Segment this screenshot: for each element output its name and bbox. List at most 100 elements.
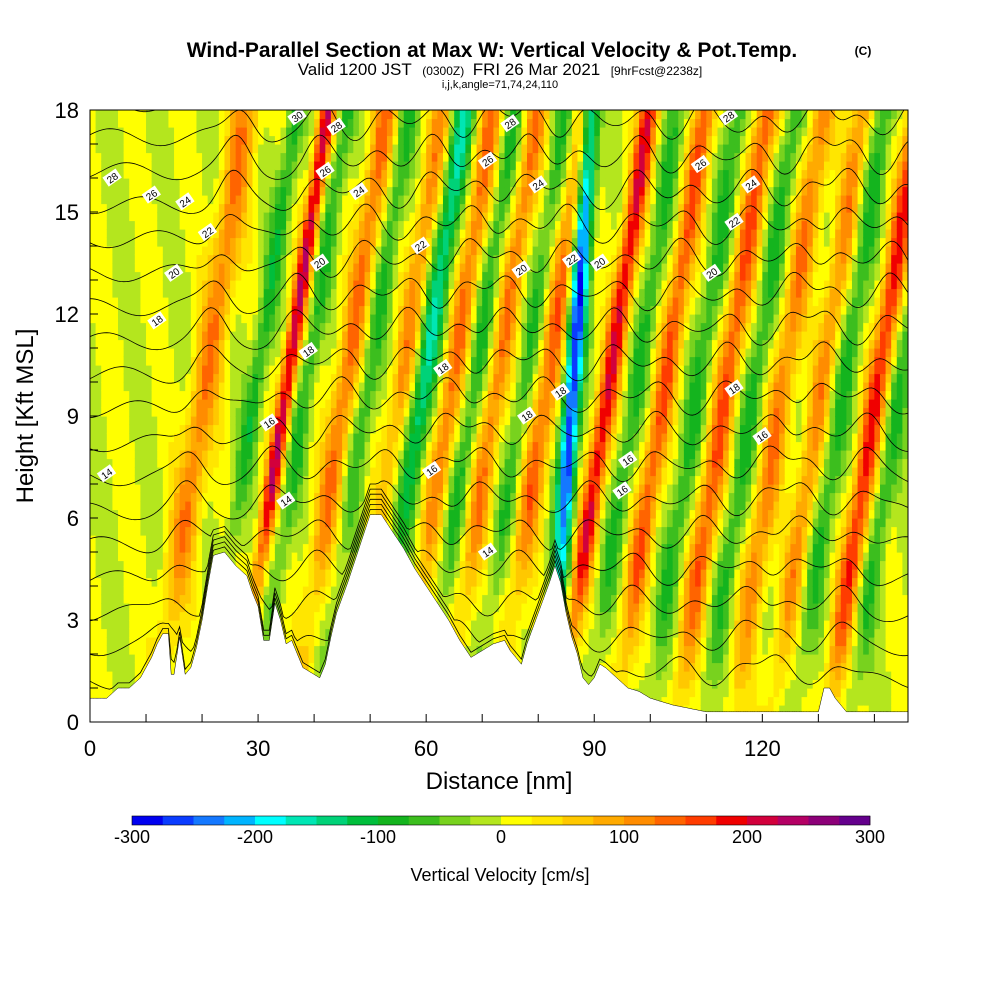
velocity-cell [235, 110, 242, 120]
velocity-cell [431, 518, 438, 528]
velocity-cell [140, 297, 147, 307]
velocity-cell [314, 305, 321, 315]
velocity-cell [129, 203, 136, 213]
velocity-cell [157, 220, 164, 230]
velocity-cell [112, 237, 119, 247]
velocity-cell [347, 229, 354, 239]
velocity-cell [342, 365, 349, 375]
velocity-cell [465, 458, 472, 468]
velocity-cell [364, 127, 371, 137]
velocity-cell [90, 195, 97, 205]
velocity-cell [386, 390, 394, 400]
velocity-cell [347, 118, 354, 128]
velocity-cell [409, 526, 416, 536]
velocity-cell [230, 288, 237, 298]
velocity-cell [202, 254, 209, 264]
velocity-cell [280, 161, 287, 171]
velocity-cell [213, 110, 220, 120]
velocity-cell [129, 603, 136, 613]
velocity-cell [330, 339, 338, 349]
velocity-cell [358, 203, 366, 213]
velocity-cell [274, 552, 282, 562]
velocity-cell [112, 492, 119, 502]
velocity-cell [381, 237, 388, 247]
velocity-cell [118, 526, 125, 536]
velocity-cell [129, 339, 136, 349]
velocity-cell [106, 501, 114, 511]
velocity-cell [196, 458, 203, 468]
velocity-cell [106, 288, 114, 298]
velocity-cell [112, 645, 119, 655]
velocity-cell [196, 322, 203, 332]
velocity-cell [224, 118, 231, 128]
velocity-cell [403, 501, 410, 511]
velocity-cell [336, 144, 343, 154]
velocity-cell [246, 433, 254, 443]
velocity-cell [162, 220, 170, 230]
velocity-cell [420, 373, 427, 383]
velocity-cell [426, 280, 433, 290]
velocity-cell [403, 297, 410, 307]
velocity-cell [252, 331, 259, 341]
velocity-cell [95, 356, 102, 366]
velocity-cell [470, 611, 478, 621]
velocity-cell [336, 314, 343, 324]
velocity-cell [342, 297, 349, 307]
velocity-cell [101, 662, 108, 672]
velocity-cell [370, 390, 377, 400]
velocity-cell [224, 212, 231, 222]
velocity-cell [134, 603, 142, 613]
velocity-cell [336, 577, 343, 587]
velocity-cell [392, 254, 399, 264]
velocity-cell [202, 127, 209, 137]
velocity-cell [213, 135, 220, 145]
velocity-cell [291, 212, 298, 222]
velocity-cell [398, 186, 405, 196]
velocity-cell [454, 220, 461, 230]
velocity-cell [174, 331, 181, 341]
velocity-cell [330, 237, 338, 247]
velocity-cell [134, 118, 142, 128]
velocity-cell [420, 339, 427, 349]
velocity-cell [370, 322, 377, 332]
velocity-cell [297, 637, 304, 647]
velocity-cell [90, 620, 97, 630]
velocity-cell [291, 246, 298, 256]
velocity-cell [157, 348, 164, 358]
velocity-cell [123, 501, 130, 511]
velocity-cell [207, 365, 214, 375]
velocity-cell [286, 288, 293, 298]
velocity-cell [314, 424, 321, 434]
velocity-cell [392, 161, 399, 171]
velocity-cell [246, 365, 254, 375]
velocity-cell [353, 305, 360, 315]
velocity-cell [308, 509, 315, 519]
velocity-cell [465, 450, 472, 460]
velocity-cell [185, 314, 192, 324]
velocity-cell [364, 144, 371, 154]
velocity-cell [151, 288, 158, 298]
velocity-cell [342, 339, 349, 349]
velocity-cell [162, 628, 170, 638]
velocity-cell [308, 186, 315, 196]
velocity-cell [409, 543, 416, 553]
velocity-cell [347, 271, 354, 281]
velocity-cell [112, 263, 119, 273]
velocity-cell [353, 297, 360, 307]
velocity-cell [297, 178, 304, 188]
velocity-cell [330, 169, 338, 179]
velocity-cell [414, 118, 422, 128]
velocity-cell [274, 560, 282, 570]
velocity-cell [263, 518, 270, 528]
velocity-cell [358, 305, 366, 315]
velocity-cell [375, 110, 382, 120]
velocity-cell [196, 152, 203, 162]
velocity-cell [319, 637, 326, 647]
velocity-cell [280, 229, 287, 239]
velocity-cell [448, 543, 455, 553]
velocity-cell [106, 161, 114, 171]
velocity-cell [140, 152, 147, 162]
velocity-cell [459, 586, 466, 596]
velocity-cell [291, 399, 298, 409]
